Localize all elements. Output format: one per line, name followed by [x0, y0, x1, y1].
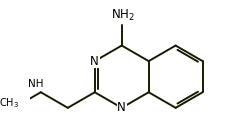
Text: N: N	[117, 101, 126, 114]
Text: CH$_3$: CH$_3$	[0, 96, 19, 110]
Text: NH$_2$: NH$_2$	[111, 8, 135, 23]
Text: NH: NH	[28, 78, 44, 89]
Text: N: N	[90, 55, 99, 68]
